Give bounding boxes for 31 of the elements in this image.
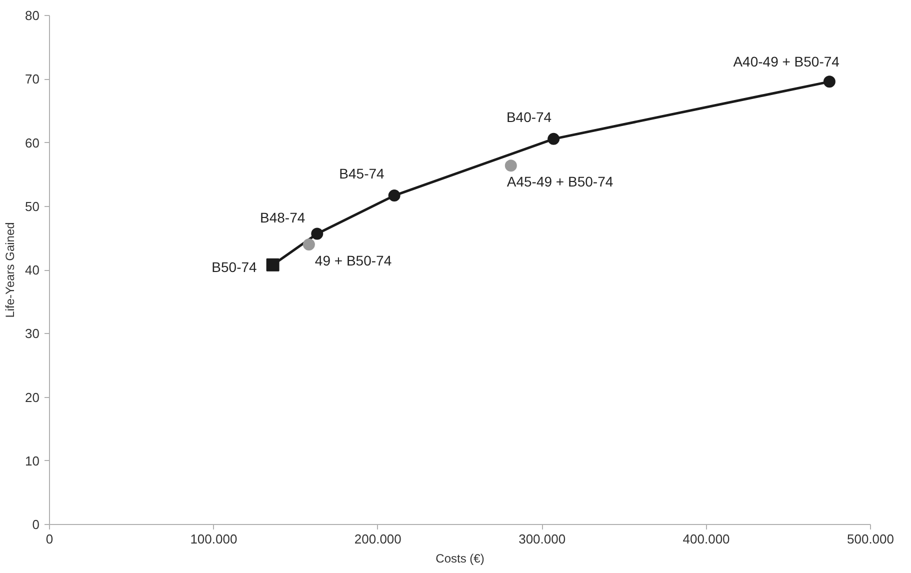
point (266, 258, 280, 272)
x-axis-title: Costs (€) (436, 552, 484, 566)
y-axis-title: Life-Years Gained (3, 222, 18, 318)
x-tick-label: 300.000 (518, 532, 566, 546)
point (548, 132, 560, 145)
annotation: B40-74 (506, 108, 552, 125)
y-tick-label: 40 (25, 262, 40, 278)
point (302, 238, 315, 251)
point (388, 190, 400, 202)
x-tick-label: 0 (46, 532, 54, 546)
point (311, 228, 324, 240)
annotation: 49 + B50-74 (314, 252, 392, 269)
annotation: A40-49 + B50-74 (733, 54, 840, 70)
y-tick-label: 30 (25, 326, 40, 342)
y-tick-label: 50 (25, 198, 40, 214)
y-tick-label: 10 (25, 453, 40, 468)
point (823, 76, 836, 88)
y-tick-label: 0 (32, 517, 40, 532)
x-tick-label: 200.000 (354, 532, 402, 546)
annotation: B50-74 (212, 258, 258, 275)
annotation: B45-74 (339, 166, 385, 182)
x-tick-label: 400.000 (682, 532, 730, 546)
y-tick-label: 20 (25, 390, 40, 405)
annotation: B48-74 (260, 210, 306, 226)
y-tick-label: 70 (25, 72, 40, 87)
y-tick-label: 60 (25, 135, 40, 150)
y-tick-label: 80 (25, 8, 40, 23)
x-tick-label: 100.000 (190, 532, 238, 546)
x-tick-label: 500.000 (847, 532, 894, 546)
annotation: A45-49 + B50-74 (506, 174, 614, 190)
point (504, 160, 517, 172)
